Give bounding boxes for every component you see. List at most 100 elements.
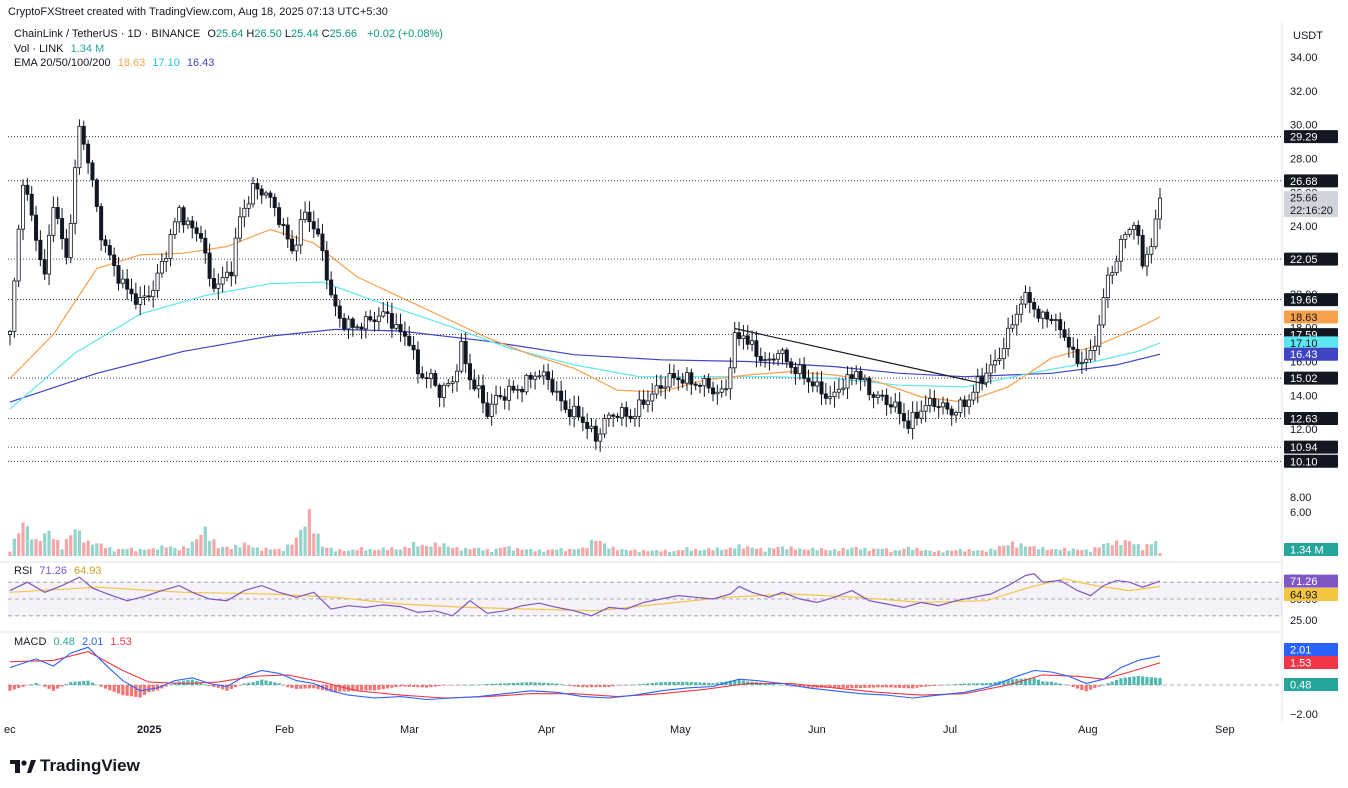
candle-body[interactable] [329, 279, 334, 296]
candle-body[interactable] [60, 218, 65, 240]
candle-body[interactable] [459, 341, 464, 372]
candle-body[interactable] [1006, 327, 1011, 349]
candle-body[interactable] [823, 393, 828, 399]
candle-body[interactable] [151, 289, 156, 298]
candle-body[interactable] [980, 376, 985, 384]
candle-body[interactable] [567, 409, 572, 418]
candle-body[interactable] [993, 360, 998, 366]
candle-body[interactable] [285, 224, 290, 240]
candle-body[interactable] [1049, 318, 1054, 322]
candle-body[interactable] [99, 206, 104, 241]
candle-body[interactable] [663, 386, 668, 389]
candle-body[interactable] [220, 277, 225, 285]
candle-body[interactable] [38, 239, 43, 261]
candle-body[interactable] [637, 399, 642, 417]
candle-body[interactable] [346, 318, 351, 330]
candle-body[interactable] [407, 335, 412, 346]
candle-body[interactable] [593, 425, 598, 442]
candle-body[interactable] [654, 385, 659, 395]
candle-body[interactable] [68, 223, 73, 258]
candle-body[interactable] [693, 383, 698, 386]
candle-body[interactable] [337, 305, 342, 319]
candle-body[interactable] [945, 402, 950, 410]
candle-body[interactable] [719, 388, 724, 393]
candle-body[interactable] [698, 384, 703, 387]
price-label-badge[interactable] [1284, 293, 1338, 307]
candle-body[interactable] [550, 379, 555, 393]
candle-body[interactable] [1123, 234, 1128, 240]
candle-body[interactable] [333, 294, 338, 307]
candle-body[interactable] [1140, 235, 1145, 267]
candle-body[interactable] [862, 377, 867, 381]
candle-body[interactable] [298, 219, 303, 246]
candle-body[interactable] [771, 358, 776, 361]
candle-body[interactable] [645, 400, 650, 405]
candle-body[interactable] [446, 383, 451, 386]
candle-body[interactable] [589, 425, 594, 429]
candle-body[interactable] [797, 364, 802, 375]
candle-body[interactable] [81, 125, 86, 145]
candle-body[interactable] [949, 408, 954, 416]
candle-body[interactable] [77, 125, 82, 169]
candle-body[interactable] [971, 391, 976, 401]
candle-body[interactable] [815, 381, 820, 387]
candle-body[interactable] [1136, 224, 1141, 236]
candle-body[interactable] [563, 400, 568, 410]
candle-body[interactable] [537, 375, 542, 378]
candle-body[interactable] [806, 377, 811, 383]
candle-body[interactable] [910, 411, 915, 429]
candle-body[interactable] [1045, 311, 1050, 320]
candle-body[interactable] [112, 254, 117, 266]
candle-body[interactable] [728, 367, 733, 390]
candle-body[interactable] [94, 179, 99, 207]
price-label-badge[interactable] [1284, 130, 1338, 144]
candle-body[interactable] [676, 377, 681, 381]
candle-body[interactable] [237, 216, 242, 239]
candle-body[interactable] [1032, 302, 1037, 310]
candle-body[interactable] [411, 344, 416, 351]
candle-body[interactable] [849, 374, 854, 379]
ema-legend[interactable]: EMA 20/50/100/200 18.63 17.10 16.43 [14, 57, 218, 69]
candle-body[interactable] [29, 193, 34, 216]
candle-body[interactable] [671, 373, 676, 379]
candle-body[interactable] [1062, 329, 1067, 338]
candle-body[interactable] [211, 278, 216, 289]
candle-body[interactable] [277, 207, 282, 225]
candle-body[interactable] [290, 238, 295, 252]
tradingview-logo[interactable]: TradingView [10, 756, 140, 776]
candle-body[interactable] [658, 385, 663, 389]
candle-body[interactable] [198, 233, 203, 239]
candle-body[interactable] [767, 358, 772, 361]
candle-body[interactable] [520, 388, 525, 393]
candle-body[interactable] [159, 260, 164, 274]
candle-body[interactable] [463, 341, 468, 365]
macd-label-badge[interactable] [1284, 643, 1338, 656]
candle-body[interactable] [888, 404, 893, 408]
candle-body[interactable] [224, 271, 229, 278]
candle-body[interactable] [433, 373, 438, 386]
candle-body[interactable] [1149, 246, 1154, 255]
candle-body[interactable] [1066, 336, 1071, 348]
candle-body[interactable] [372, 319, 377, 323]
candle-body[interactable] [928, 398, 933, 406]
candle-body[interactable] [906, 420, 911, 429]
candle-body[interactable] [680, 379, 685, 384]
candle-body[interactable] [615, 415, 620, 419]
candle-body[interactable] [1058, 319, 1063, 331]
candle-body[interactable] [420, 373, 425, 379]
candle-body[interactable] [42, 259, 47, 275]
candle-body[interactable] [494, 395, 499, 405]
candle-body[interactable] [355, 326, 360, 329]
candle-body[interactable] [116, 265, 121, 284]
candle-body[interactable] [363, 316, 368, 330]
candle-body[interactable] [133, 293, 138, 305]
candle-body[interactable] [1131, 224, 1136, 230]
candle-body[interactable] [1118, 238, 1123, 262]
candle-body[interactable] [1036, 308, 1041, 319]
candle-body[interactable] [190, 220, 195, 229]
candle-body[interactable] [880, 394, 885, 397]
price-label-badge[interactable] [1284, 440, 1338, 454]
candle-body[interactable] [585, 422, 590, 429]
candle-body[interactable] [467, 363, 472, 381]
